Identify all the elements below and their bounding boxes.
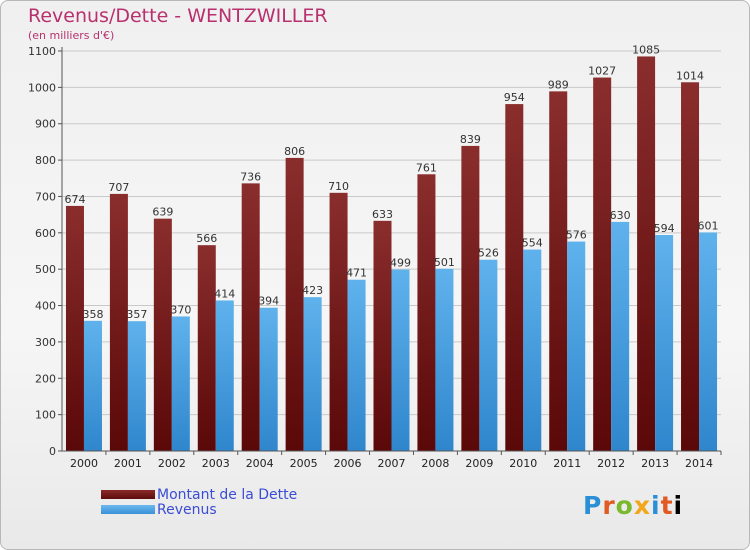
data-label-revenus: 370 xyxy=(170,303,191,316)
bar-revenus-2000 xyxy=(83,320,102,451)
data-label-revenus: 594 xyxy=(654,222,675,235)
x-tick-label: 2003 xyxy=(202,457,230,470)
y-tick-label: 1100 xyxy=(28,45,56,58)
x-tick-label: 2001 xyxy=(114,457,142,470)
data-label-revenus: 358 xyxy=(82,308,103,321)
x-tick-label: 2000 xyxy=(70,457,98,470)
data-label-debt: 806 xyxy=(284,145,305,158)
data-label-debt: 954 xyxy=(504,91,525,104)
legend-label-debt: Montant de la Dette xyxy=(157,487,298,503)
x-tick-label: 2006 xyxy=(334,457,362,470)
y-tick-label: 0 xyxy=(49,445,56,458)
bar-revenus-2009 xyxy=(479,259,498,451)
data-label-debt: 989 xyxy=(548,78,569,91)
bar-revenus-2011 xyxy=(567,241,586,451)
bar-revenus-2005 xyxy=(303,297,322,451)
y-tick-label: 700 xyxy=(35,190,56,203)
bar-debt-2009 xyxy=(461,145,480,451)
data-label-debt: 710 xyxy=(328,180,349,193)
y-tick-label: 300 xyxy=(35,336,56,349)
data-label-debt: 1027 xyxy=(588,65,616,78)
bar-debt-2003 xyxy=(197,245,216,451)
data-label-revenus: 357 xyxy=(126,308,147,321)
legend-swatch-revenus xyxy=(101,505,155,514)
bar-debt-2013 xyxy=(637,56,656,452)
data-label-debt: 839 xyxy=(460,133,481,146)
data-label-debt: 761 xyxy=(416,161,437,174)
bar-revenus-2002 xyxy=(171,316,190,451)
data-label-debt: 633 xyxy=(372,208,393,221)
bar-debt-2010 xyxy=(505,104,524,451)
data-label-revenus: 601 xyxy=(698,219,719,232)
bar-debt-2000 xyxy=(65,205,84,451)
x-tick-label: 2011 xyxy=(553,457,581,470)
y-tick-label: 500 xyxy=(35,263,56,276)
data-label-revenus: 554 xyxy=(522,237,543,250)
bar-revenus-2003 xyxy=(215,300,234,451)
x-tick-label: 2002 xyxy=(158,457,186,470)
bar-debt-2001 xyxy=(109,193,128,451)
bar-debt-2012 xyxy=(593,77,612,451)
y-tick-label: 100 xyxy=(35,409,56,422)
bar-debt-2011 xyxy=(549,91,568,451)
bar-revenus-2012 xyxy=(611,221,630,451)
legend-label-revenus: Revenus xyxy=(157,502,217,518)
bar-revenus-2013 xyxy=(655,235,674,451)
data-label-revenus: 526 xyxy=(478,247,499,260)
data-label-debt: 736 xyxy=(240,170,261,183)
bar-revenus-2006 xyxy=(347,279,366,451)
chart-subtitle: (en milliers d'€) xyxy=(28,29,115,42)
x-tick-label: 2007 xyxy=(378,457,406,470)
legend-swatch-debt xyxy=(101,490,155,499)
data-label-revenus: 576 xyxy=(566,229,587,242)
data-label-debt: 707 xyxy=(108,181,129,194)
bar-debt-2014 xyxy=(681,82,700,451)
data-label-debt: 639 xyxy=(152,206,173,219)
bar-debt-2007 xyxy=(373,220,392,451)
bar-revenus-2014 xyxy=(699,232,718,451)
y-tick-label: 200 xyxy=(35,372,56,385)
x-tick-label: 2010 xyxy=(509,457,537,470)
data-label-revenus: 630 xyxy=(610,209,631,222)
data-label-revenus: 394 xyxy=(258,295,279,308)
bar-revenus-2007 xyxy=(391,269,410,451)
data-label-debt: 566 xyxy=(196,232,217,245)
x-tick-label: 2009 xyxy=(465,457,493,470)
data-label-revenus: 414 xyxy=(214,287,235,300)
proxiti-logo: Proxiti xyxy=(583,491,684,520)
bar-debt-2006 xyxy=(329,192,348,451)
data-label-debt: 674 xyxy=(64,193,85,206)
x-tick-label: 2012 xyxy=(597,457,625,470)
bar-revenus-2001 xyxy=(127,321,146,451)
data-label-debt: 1085 xyxy=(632,43,660,56)
bar-debt-2005 xyxy=(285,157,304,451)
data-label-revenus: 423 xyxy=(302,284,323,297)
y-tick-label: 900 xyxy=(35,118,56,131)
bar-debt-2002 xyxy=(153,218,172,451)
bar-debt-2004 xyxy=(241,183,260,451)
y-tick-label: 1000 xyxy=(28,81,56,94)
x-tick-label: 2014 xyxy=(685,457,713,470)
chart-title: Revenus/Dette - WENTZWILLER xyxy=(28,5,328,27)
bar-revenus-2010 xyxy=(523,249,542,451)
x-tick-label: 2004 xyxy=(246,457,274,470)
y-tick-label: 400 xyxy=(35,300,56,313)
x-tick-label: 2005 xyxy=(290,457,318,470)
bar-debt-2008 xyxy=(417,174,436,452)
data-label-revenus: 501 xyxy=(434,256,455,269)
y-tick-label: 800 xyxy=(35,154,56,167)
bar-revenus-2004 xyxy=(259,307,278,451)
x-tick-label: 2008 xyxy=(421,457,449,470)
y-tick-label: 600 xyxy=(35,227,56,240)
data-label-revenus: 471 xyxy=(346,267,367,280)
bar-revenus-2008 xyxy=(435,268,454,451)
x-tick-label: 2013 xyxy=(641,457,669,470)
data-label-revenus: 499 xyxy=(390,257,411,270)
data-label-debt: 1014 xyxy=(676,69,704,82)
